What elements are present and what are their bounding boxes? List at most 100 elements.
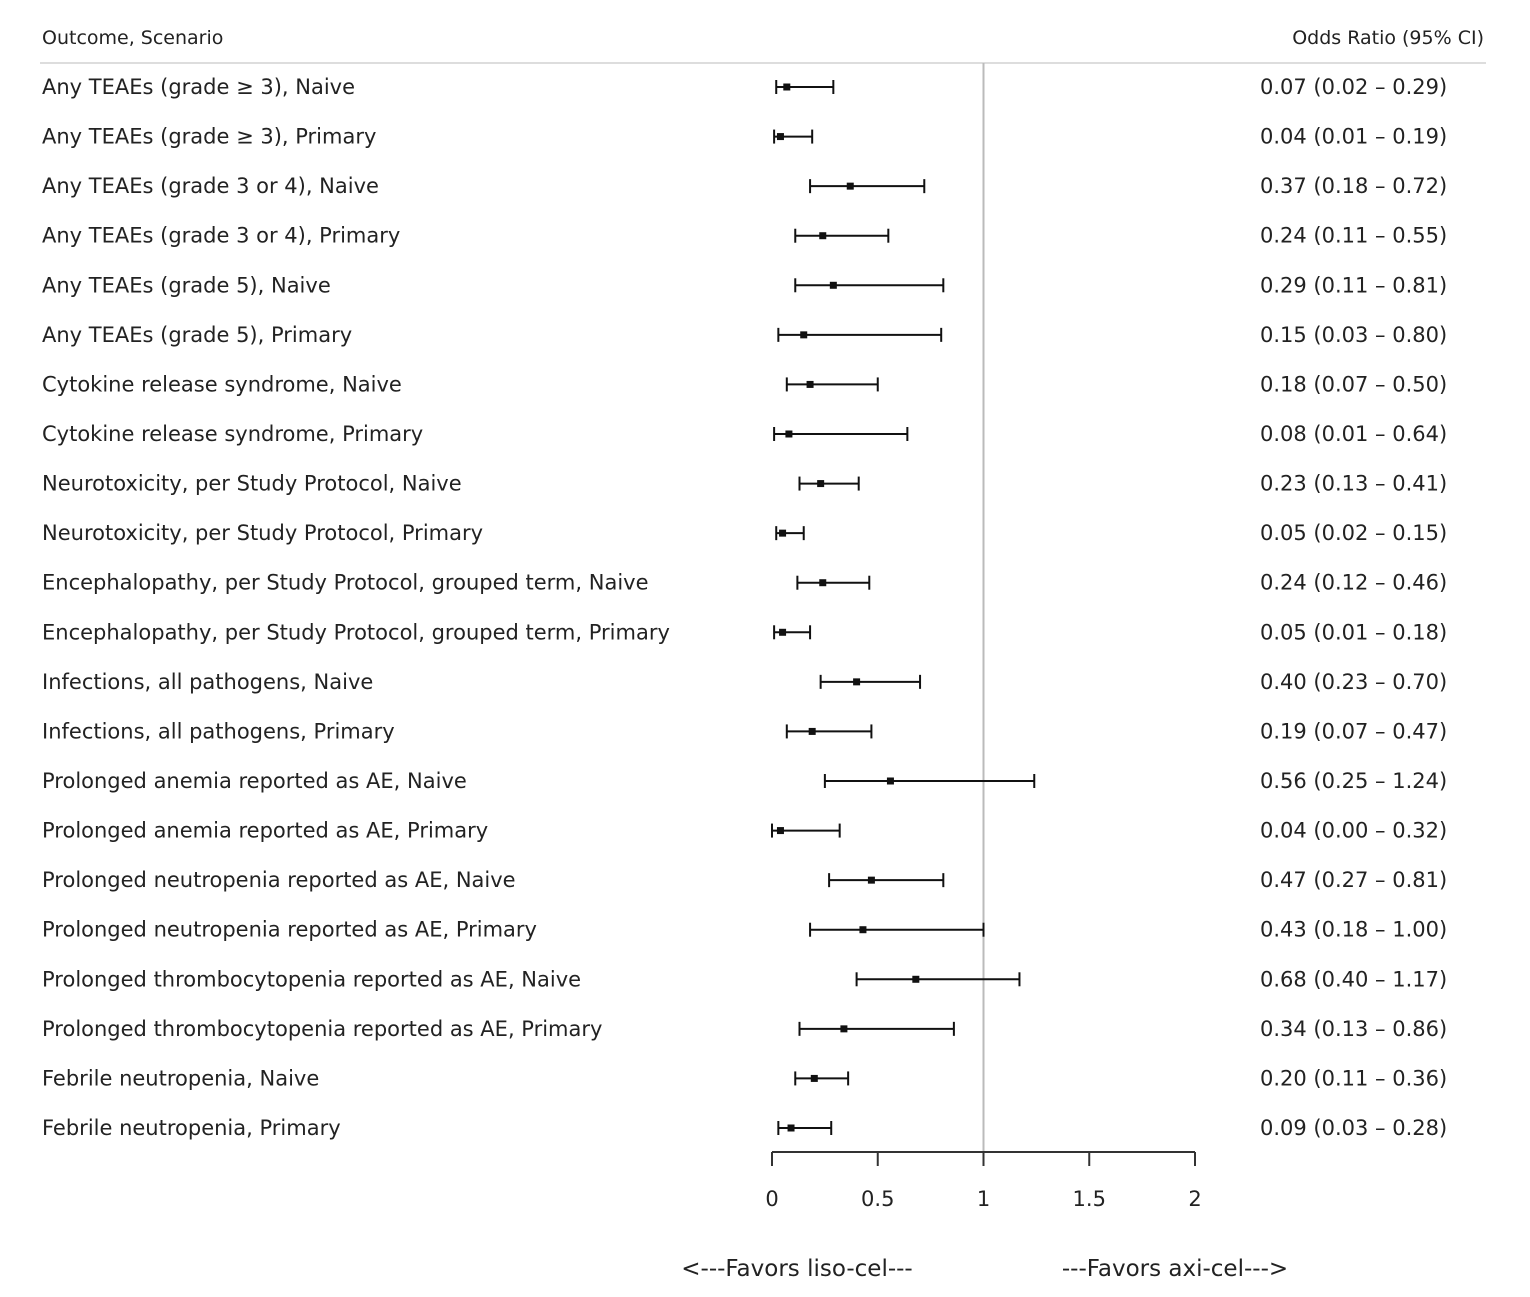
point-estimate: [819, 579, 827, 587]
or-ci-text: 0.40 (0.23 – 0.70): [1260, 670, 1447, 694]
forest-row: Febrile neutropenia, Naive 0.20 (0.11 – 0…: [42, 1066, 1447, 1090]
forest-row: Any TEAEs (grade 3 or 4), Naive 0.37 (0.1…: [42, 174, 1447, 198]
point-estimate: [776, 133, 784, 141]
row-label: Encephalopathy, per Study Protocol, grou…: [42, 620, 670, 644]
row-label: Infections, all pathogens, Primary: [42, 719, 395, 743]
left-column-header: Outcome, Scenario: [42, 27, 223, 49]
forest-row: Any TEAEs (grade ≥ 3), Primary 0.04 (0.01…: [42, 125, 1447, 149]
or-ci-text: 0.68 (0.40 – 1.17): [1260, 967, 1447, 991]
point-estimate: [808, 727, 816, 735]
row-label: Any TEAEs (grade 5), Naive: [42, 273, 331, 297]
point-estimate: [787, 1124, 795, 1132]
point-estimate: [912, 975, 920, 983]
forest-row: Cytokine release syndrome, Primary 0.08 (…: [42, 422, 1447, 446]
forest-row: Neurotoxicity, per Study Protocol, Prima…: [42, 521, 1447, 545]
or-ci-text: 0.09 (0.03 – 0.28): [1260, 1116, 1447, 1140]
point-estimate: [810, 1074, 818, 1082]
or-ci-text: 0.08 (0.01 – 0.64): [1260, 422, 1447, 446]
x-tick-label: 1.5: [1073, 1187, 1106, 1211]
forest-row: Infections, all pathogens, Primary 0.19 (…: [42, 719, 1447, 743]
or-ci-text: 0.20 (0.11 – 0.36): [1260, 1066, 1447, 1090]
forest-row: Any TEAEs (grade 5), Primary 0.15 (0.03 –…: [42, 323, 1447, 347]
point-estimate: [783, 83, 791, 91]
point-estimate: [776, 827, 784, 835]
forest-row: Prolonged neutropenia reported as AE, Pr…: [42, 918, 1447, 942]
favors-left-label: <---Favors liso-cel---: [681, 1256, 912, 1282]
forest-row: Any TEAEs (grade 5), Naive 0.29 (0.11 – 0…: [42, 273, 1447, 297]
row-label: Prolonged thrombocytopenia reported as A…: [42, 967, 581, 991]
row-label: Prolonged neutropenia reported as AE, Na…: [42, 868, 516, 892]
row-label: Neurotoxicity, per Study Protocol, Naive: [42, 472, 462, 496]
point-estimate: [817, 480, 825, 488]
row-label: Any TEAEs (grade ≥ 3), Naive: [42, 75, 355, 99]
row-label: Prolonged anemia reported as AE, Primary: [42, 819, 488, 843]
forest-row: Infections, all pathogens, Naive 0.40 (0.…: [42, 670, 1447, 694]
x-tick-label: 1: [977, 1187, 990, 1211]
row-label: Any TEAEs (grade 3 or 4), Primary: [42, 224, 400, 248]
forest-row: Febrile neutropenia, Primary 0.09 (0.03 –…: [42, 1116, 1447, 1140]
or-ci-text: 0.34 (0.13 – 0.86): [1260, 1017, 1447, 1041]
point-estimate: [886, 777, 894, 785]
forest-row: Any TEAEs (grade 3 or 4), Primary 0.24 (0…: [42, 224, 1447, 248]
point-estimate: [779, 628, 787, 636]
point-estimate: [785, 430, 793, 438]
point-estimate: [819, 232, 827, 240]
favors-right-label: ---Favors axi-cel--->: [1062, 1256, 1288, 1282]
row-label: Febrile neutropenia, Naive: [42, 1066, 319, 1090]
or-ci-text: 0.23 (0.13 – 0.41): [1260, 472, 1447, 496]
or-ci-text: 0.37 (0.18 – 0.72): [1260, 174, 1447, 198]
forest-row: Prolonged anemia reported as AE, Naive 0.…: [42, 769, 1447, 793]
row-label: Prolonged thrombocytopenia reported as A…: [42, 1017, 602, 1041]
row-label: Any TEAEs (grade ≥ 3), Primary: [42, 125, 376, 149]
forest-row: Prolonged thrombocytopenia reported as A…: [42, 1017, 1447, 1041]
x-tick-label: 0.5: [861, 1187, 894, 1211]
or-ci-text: 0.18 (0.07 – 0.50): [1260, 372, 1447, 396]
row-label: Neurotoxicity, per Study Protocol, Prima…: [42, 521, 483, 545]
forest-row: Neurotoxicity, per Study Protocol, Naive…: [42, 472, 1447, 496]
point-estimate: [840, 1025, 848, 1033]
or-ci-text: 0.24 (0.11 – 0.55): [1260, 224, 1447, 248]
right-column-header: Odds Ratio (95% CI): [1292, 27, 1484, 49]
point-estimate: [806, 380, 814, 388]
point-estimate: [800, 331, 808, 339]
forest-row: Cytokine release syndrome, Naive 0.18 (0.…: [42, 372, 1447, 396]
row-label: Prolonged anemia reported as AE, Naive: [42, 769, 467, 793]
forest-row: Encephalopathy, per Study Protocol, grou…: [42, 571, 1447, 595]
row-label: Febrile neutropenia, Primary: [42, 1116, 341, 1140]
or-ci-text: 0.04 (0.01 – 0.19): [1260, 125, 1447, 149]
or-ci-text: 0.05 (0.01 – 0.18): [1260, 620, 1447, 644]
row-label: Encephalopathy, per Study Protocol, grou…: [42, 571, 649, 595]
forest-row: Prolonged neutropenia reported as AE, Na…: [42, 868, 1447, 892]
or-ci-text: 0.04 (0.00 – 0.32): [1260, 819, 1447, 843]
x-tick-label: 2: [1188, 1187, 1201, 1211]
point-estimate: [779, 529, 787, 537]
or-ci-text: 0.43 (0.18 – 1.00): [1260, 918, 1447, 942]
forest-row: Prolonged anemia reported as AE, Primary…: [42, 819, 1447, 843]
or-ci-text: 0.29 (0.11 – 0.81): [1260, 273, 1447, 297]
row-label: Cytokine release syndrome, Naive: [42, 372, 402, 396]
point-estimate: [846, 182, 854, 190]
or-ci-text: 0.47 (0.27 – 0.81): [1260, 868, 1447, 892]
or-ci-text: 0.24 (0.12 – 0.46): [1260, 571, 1447, 595]
or-ci-text: 0.56 (0.25 – 1.24): [1260, 769, 1447, 793]
or-ci-text: 0.05 (0.02 – 0.15): [1260, 521, 1447, 545]
or-ci-text: 0.19 (0.07 – 0.47): [1260, 719, 1447, 743]
point-estimate: [853, 678, 861, 686]
point-estimate: [859, 926, 867, 934]
or-ci-text: 0.15 (0.03 – 0.80): [1260, 323, 1447, 347]
row-label: Cytokine release syndrome, Primary: [42, 422, 423, 446]
forest-row: Any TEAEs (grade ≥ 3), Naive 0.07 (0.02 –…: [42, 75, 1447, 99]
row-label: Prolonged neutropenia reported as AE, Pr…: [42, 918, 537, 942]
x-axis: 0 0.5 1 1.5 2: [765, 1151, 1202, 1211]
rows: Any TEAEs (grade ≥ 3), Naive 0.07 (0.02 –…: [42, 75, 1447, 1140]
x-tick-label: 0: [765, 1187, 778, 1211]
row-label: Any TEAEs (grade 3 or 4), Naive: [42, 174, 379, 198]
row-label: Infections, all pathogens, Naive: [42, 670, 373, 694]
point-estimate: [829, 281, 837, 289]
point-estimate: [867, 876, 875, 884]
row-label: Any TEAEs (grade 5), Primary: [42, 323, 352, 347]
or-ci-text: 0.07 (0.02 – 0.29): [1260, 75, 1447, 99]
forest-row: Prolonged thrombocytopenia reported as A…: [42, 967, 1447, 991]
forest-row: Encephalopathy, per Study Protocol, grou…: [42, 620, 1447, 644]
